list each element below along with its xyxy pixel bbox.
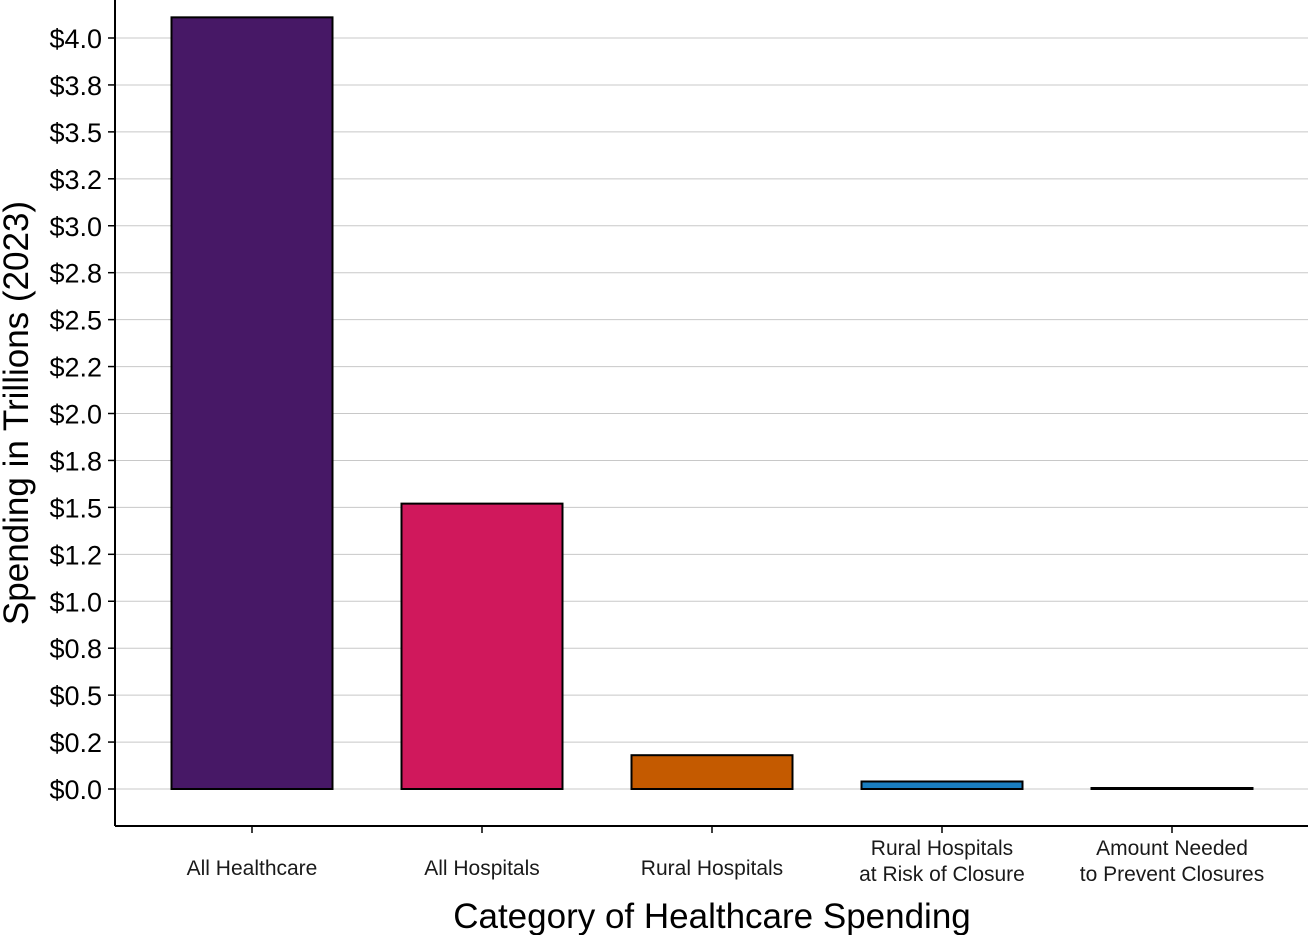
y-tick-label: $0.5 [49, 681, 102, 711]
y-axis-title: Spending in Trillions (2023) [0, 201, 36, 625]
y-tick-label: $1.0 [49, 587, 102, 617]
y-tick-label: $0.2 [49, 728, 102, 758]
x-tick-label: Amount Needed [1096, 837, 1248, 860]
bar [170, 16, 334, 791]
bar [400, 502, 564, 790]
y-tick-label: $0.0 [49, 775, 102, 805]
x-tick-labels: All Healthcare All Hospitals Rural Hospita… [187, 837, 1265, 886]
y-tick-label: $2.2 [49, 353, 102, 383]
y-tick-label: $3.8 [49, 71, 102, 101]
x-axis-title: Category of Healthcare Spending [453, 897, 971, 935]
y-tick-label: $3.5 [49, 118, 102, 148]
x-tick-label: Rural Hospitals [641, 857, 783, 880]
x-tick-label: All Hospitals [424, 857, 540, 880]
y-tick-labels: $0.0 $0.2 $0.5 $0.8 $1.0 $1.2 $1.5 $1.8 $2.0 $2.2… [49, 24, 102, 805]
x-tick-label: to Prevent Closures [1080, 863, 1264, 886]
y-tick-label: $2.5 [49, 306, 102, 336]
x-tick-label: All Healthcare [187, 857, 318, 880]
axes [108, 0, 1308, 833]
y-tick-label: $3.0 [49, 212, 102, 242]
x-tick-label: Rural Hospitals [871, 837, 1013, 860]
y-tick-label: $1.8 [49, 446, 102, 476]
x-tick-label: at Risk of Closure [859, 863, 1025, 886]
y-tick-label: $0.8 [49, 634, 102, 664]
bar [860, 780, 1024, 790]
bar [630, 754, 794, 791]
bars [170, 16, 1254, 791]
y-tick-label: $4.0 [49, 24, 102, 54]
y-tick-label: $3.2 [49, 165, 102, 195]
y-tick-label: $2.8 [49, 259, 102, 289]
y-tick-label: $1.2 [49, 540, 102, 570]
y-tick-label: $2.0 [49, 400, 102, 430]
bar [1090, 787, 1254, 790]
y-tick-label: $1.5 [49, 493, 102, 523]
